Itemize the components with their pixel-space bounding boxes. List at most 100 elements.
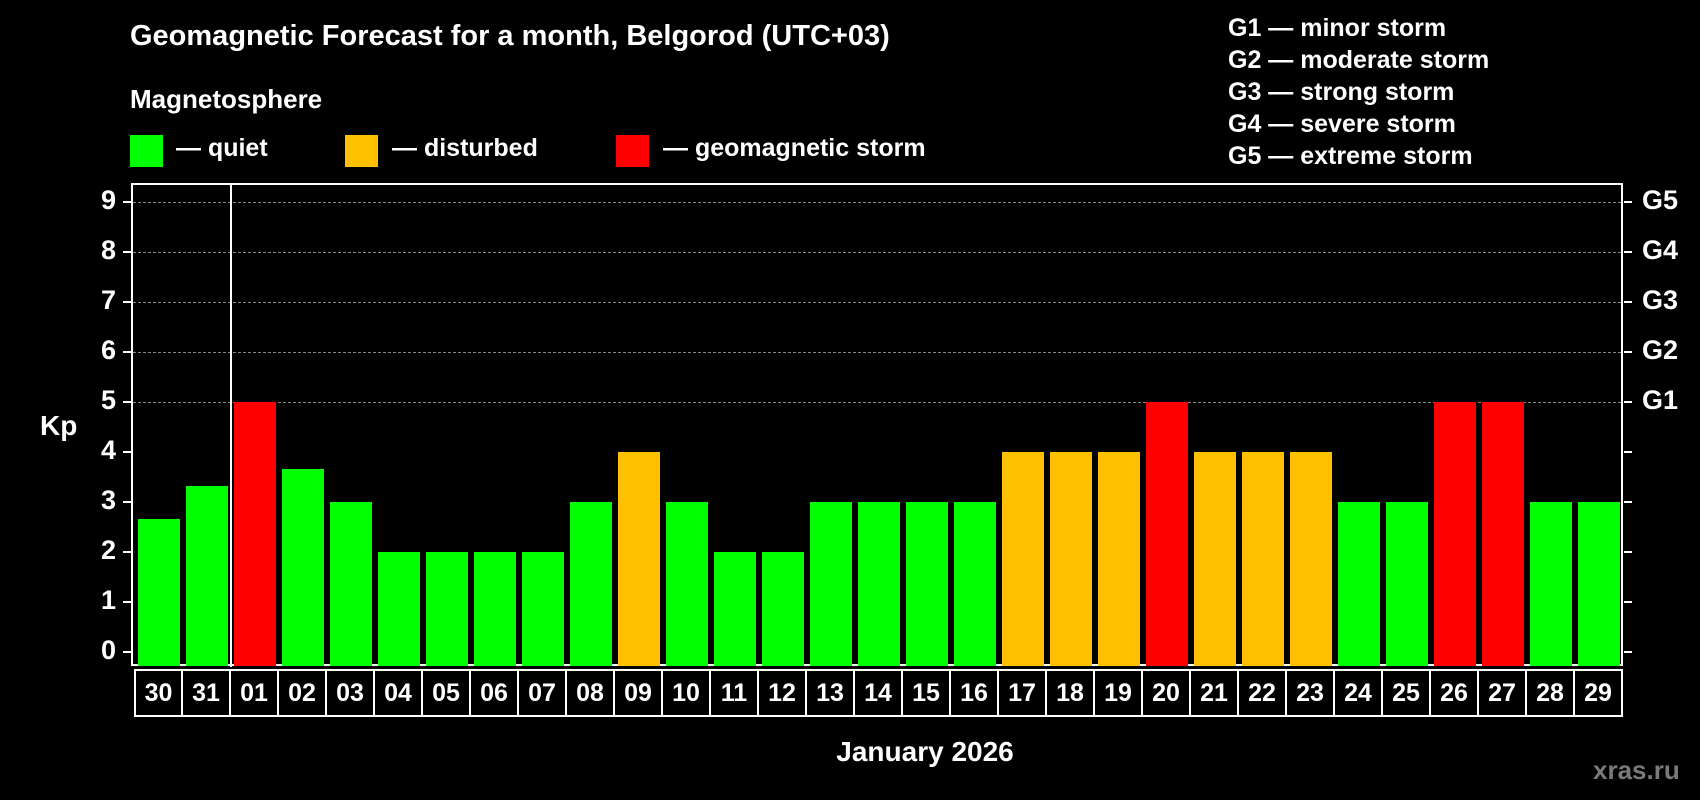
- grid-line: [133, 252, 1621, 253]
- y-tick-right: [1624, 551, 1632, 553]
- date-label-27: 27: [1479, 669, 1527, 717]
- date-label-13: 13: [807, 669, 855, 717]
- date-label-12: 12: [759, 669, 807, 717]
- x-axis-label: January 2026: [836, 736, 1014, 767]
- date-label-04: 04: [375, 669, 423, 717]
- grid-line: [133, 402, 1621, 403]
- date-label-02: 02: [279, 669, 327, 717]
- bar-10: [666, 502, 708, 666]
- watermark: xras.ru: [1593, 755, 1680, 785]
- bar-15: [906, 502, 948, 666]
- bar-01: [234, 402, 276, 666]
- date-label-11: 11: [711, 669, 759, 717]
- date-label-17: 17: [999, 669, 1047, 717]
- date-label-25: 25: [1383, 669, 1431, 717]
- bar-18: [1050, 452, 1092, 666]
- storm-scale-g4: G4 — severe storm: [1228, 110, 1456, 138]
- date-label-20: 20: [1143, 669, 1191, 717]
- grid-line: [133, 202, 1621, 203]
- bar-07: [522, 552, 564, 666]
- bar-22: [1242, 452, 1284, 666]
- bar-14: [858, 502, 900, 666]
- y-tick-label: 1: [100, 585, 116, 615]
- date-label-16: 16: [951, 669, 999, 717]
- y-tick-left: [123, 301, 131, 303]
- y-tick-right: [1624, 601, 1632, 603]
- bar-23: [1290, 452, 1332, 666]
- date-label-05: 05: [423, 669, 471, 717]
- y-tick-left: [123, 651, 131, 653]
- legend-heading: Magnetosphere: [130, 84, 323, 114]
- y-tick-right: [1624, 401, 1632, 403]
- date-label-14: 14: [855, 669, 903, 717]
- right-axis-label-g5: G5: [1642, 185, 1679, 215]
- date-label-19: 19: [1095, 669, 1143, 717]
- y-tick-label: 7: [100, 285, 116, 315]
- date-label-23: 23: [1287, 669, 1335, 717]
- date-label-28: 28: [1527, 669, 1575, 717]
- bar-16: [954, 502, 996, 666]
- y-tick-right: [1624, 651, 1632, 653]
- date-label-18: 18: [1047, 669, 1095, 717]
- date-label-31: 31: [183, 669, 231, 717]
- y-tick-right: [1624, 451, 1632, 453]
- y-tick-label: 8: [100, 235, 116, 265]
- y-tick-left: [123, 601, 131, 603]
- y-tick-left: [123, 451, 131, 453]
- y-tick-right: [1624, 201, 1632, 203]
- bar-12: [762, 552, 804, 666]
- y-tick-left: [123, 351, 131, 353]
- bar-17: [1002, 452, 1044, 666]
- chart-title: Geomagnetic Forecast for a month, Belgor…: [130, 20, 890, 52]
- month-separator: [230, 183, 232, 667]
- date-label-08: 08: [567, 669, 615, 717]
- bar-30: [138, 518, 180, 666]
- bar-02: [282, 468, 324, 666]
- y-tick-label: 0: [100, 635, 116, 665]
- y-tick-left: [123, 401, 131, 403]
- y-tick-label: 3: [100, 485, 116, 515]
- y-tick-label: 4: [100, 435, 116, 465]
- grid-line: [133, 352, 1621, 353]
- bar-27: [1482, 402, 1524, 666]
- y-tick-left: [123, 251, 131, 253]
- y-tick-right: [1624, 501, 1632, 503]
- y-tick-label: 5: [100, 385, 116, 415]
- y-tick-label: 6: [100, 335, 116, 365]
- bar-20: [1146, 402, 1188, 666]
- right-axis-label-g4: G4: [1642, 235, 1679, 265]
- bar-24: [1338, 502, 1380, 666]
- bar-13: [810, 502, 852, 666]
- date-label-30: 30: [134, 669, 183, 717]
- y-tick-label: 2: [100, 535, 116, 565]
- bar-06: [474, 552, 516, 666]
- y-tick-left: [123, 201, 131, 203]
- right-axis-label-g3: G3: [1642, 285, 1679, 315]
- storm-scale-g2: G2 — moderate storm: [1228, 46, 1490, 74]
- date-label-10: 10: [663, 669, 711, 717]
- bar-11: [714, 552, 756, 666]
- bar-26: [1434, 402, 1476, 666]
- bar-05: [426, 552, 468, 666]
- legend-label-storm: — geomagnetic storm: [663, 134, 926, 162]
- date-label-26: 26: [1431, 669, 1479, 717]
- y-axis-label: Kp: [40, 410, 78, 441]
- legend-swatch-disturbed: [345, 135, 378, 167]
- bar-31: [186, 485, 228, 666]
- y-tick-right: [1624, 301, 1632, 303]
- bar-21: [1194, 452, 1236, 666]
- y-tick-left: [123, 501, 131, 503]
- date-label-24: 24: [1335, 669, 1383, 717]
- grid-line: [133, 302, 1621, 303]
- date-label-22: 22: [1239, 669, 1287, 717]
- storm-scale-g5: G5 — extreme storm: [1228, 142, 1473, 170]
- legend-swatch-storm: [616, 135, 649, 167]
- bar-03: [330, 502, 372, 666]
- y-tick-left: [123, 551, 131, 553]
- y-tick-right: [1624, 351, 1632, 353]
- legend-label-disturbed: — disturbed: [392, 134, 538, 162]
- bar-25: [1386, 502, 1428, 666]
- bar-04: [378, 552, 420, 666]
- date-label-03: 03: [327, 669, 375, 717]
- bar-19: [1098, 452, 1140, 666]
